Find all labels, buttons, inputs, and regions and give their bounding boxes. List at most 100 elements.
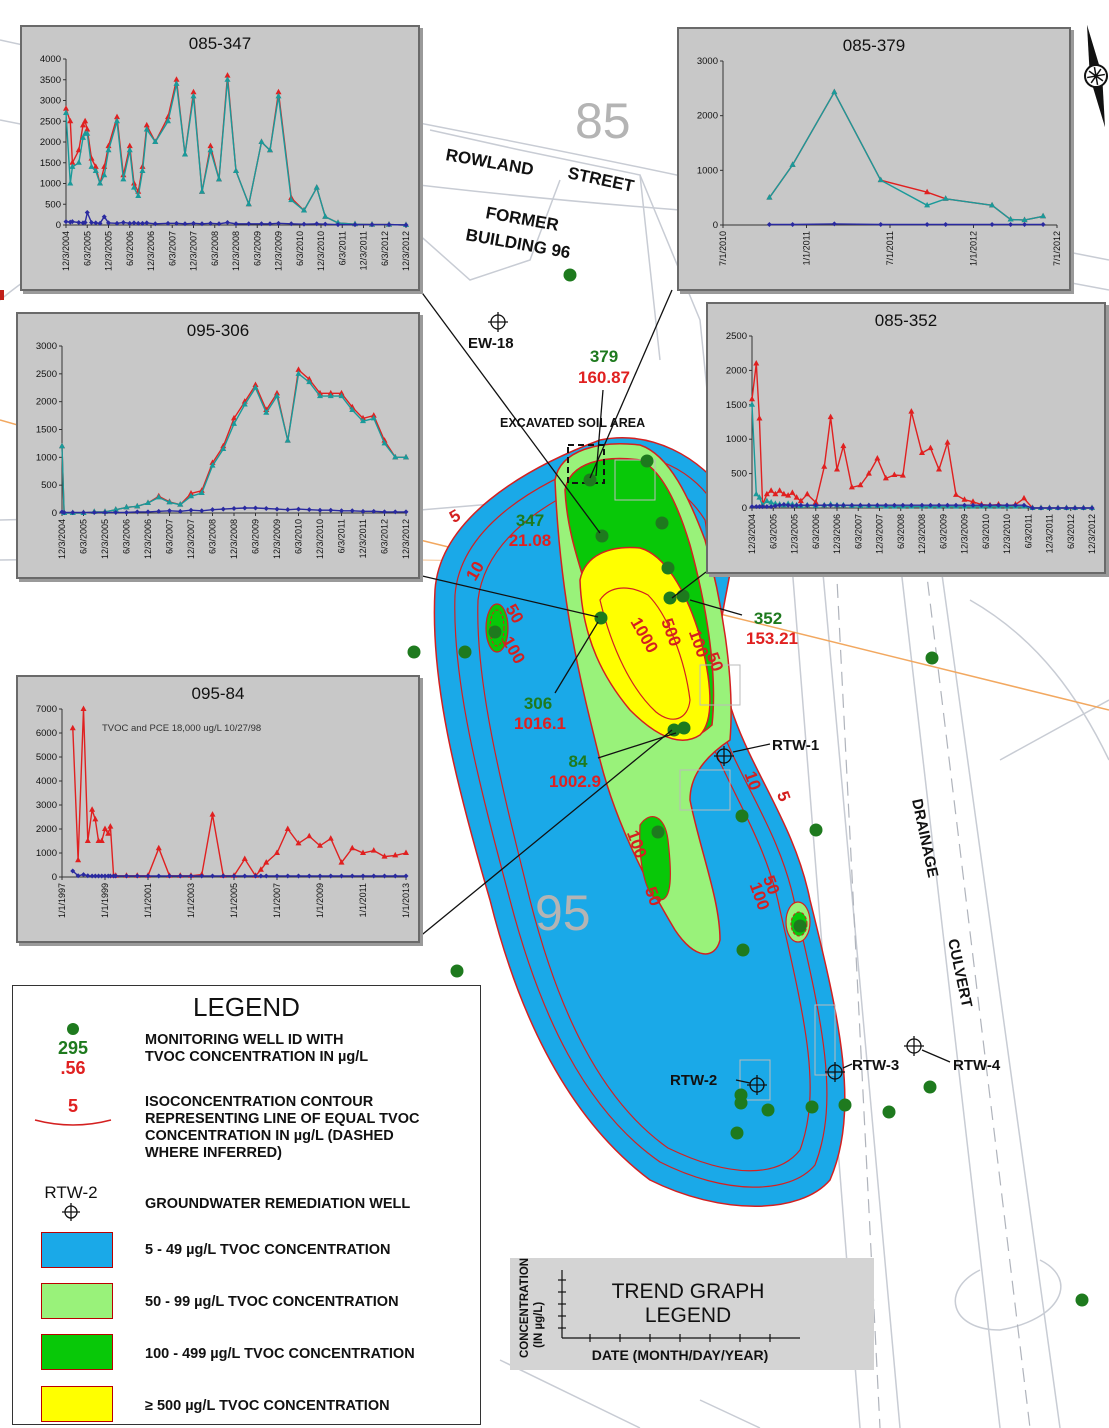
chart-085-347: 085-347 0 500 1000 1500 2000 2500 3000 3500 4000 1…	[20, 25, 420, 291]
y-tick-label: 0	[713, 220, 718, 231]
data-point	[749, 396, 755, 402]
data-point	[404, 874, 409, 879]
rtw-2-label: RTW-2	[670, 1072, 717, 1089]
y-tick-label: 3000	[697, 56, 718, 67]
x-tick-label: 12/3/2009	[274, 231, 284, 271]
data-point	[234, 221, 239, 226]
chart-085-352: 085-352 0 500 1000 1500 2000 2500 12/3/2004 6/3/…	[706, 302, 1106, 574]
x-tick-label: 12/3/2012	[1087, 514, 1097, 554]
data-point	[1022, 222, 1027, 227]
data-point	[200, 221, 205, 226]
x-tick-label: 1/1/1997	[57, 883, 67, 918]
data-point	[840, 443, 846, 449]
data-point	[221, 507, 226, 512]
data-point	[89, 155, 95, 161]
y-tick-label: 1000	[36, 848, 57, 859]
y-tick-label: 6000	[36, 728, 57, 739]
data-point	[275, 874, 280, 879]
data-point	[296, 507, 301, 512]
trend-graph-legend: CONCENTRATION (IN µg/L) TREND GRAPH LEGE…	[510, 1258, 874, 1370]
data-point	[210, 507, 215, 512]
data-point	[753, 491, 759, 497]
x-tick-label: 6/3/2006	[122, 519, 132, 554]
y-tick-label: 1000	[40, 179, 61, 190]
block-95-label: 95	[535, 885, 591, 941]
well-379-id: 379	[590, 347, 618, 366]
data-point	[246, 221, 251, 226]
y-tick-label: 2000	[40, 137, 61, 148]
series-line	[752, 364, 1092, 509]
data-point	[76, 159, 82, 165]
data-point	[928, 445, 934, 451]
trend-ylabel-2: (IN µg/L)	[533, 1302, 545, 1348]
x-tick-label: 1/1/2007	[272, 883, 282, 918]
well-347-value: 21.08	[509, 531, 552, 550]
chart-title: 085-379	[843, 36, 905, 55]
series-line	[62, 374, 406, 513]
data-point	[285, 874, 290, 879]
data-point	[1008, 216, 1014, 222]
data-point	[259, 139, 265, 145]
data-point	[85, 210, 90, 215]
y-tick-label: 4000	[36, 776, 57, 787]
chart-095-84-plot: 095-84 0 1000 2000 3000 4000 5000 6000 7000 1/1/1…	[18, 677, 418, 941]
data-point	[832, 221, 837, 226]
data-point	[289, 221, 294, 226]
x-tick-label: 12/3/2011	[358, 519, 368, 558]
well-306-id: 306	[524, 694, 552, 713]
data-point	[225, 220, 230, 225]
legend-range-4: ≥ 500 µg/L TVOC CONCENTRATION	[145, 1398, 390, 1415]
y-tick-label: 3000	[36, 800, 57, 811]
data-point	[216, 176, 222, 182]
data-point	[307, 874, 312, 879]
x-tick-label: 12/3/2009	[960, 514, 970, 554]
data-point	[777, 487, 783, 493]
y-tick-label: 1000	[36, 452, 57, 463]
data-point	[753, 360, 759, 366]
data-point	[217, 221, 222, 226]
x-tick-label: 12/3/2008	[229, 519, 239, 559]
rtw-1-label: RTW-1	[772, 737, 819, 754]
data-point	[89, 806, 95, 812]
x-tick-label: 12/3/2011	[359, 231, 369, 270]
chart-095-306-plot: 095-306 0 500 1000 1500 2000 2500 3000 12/3/2004…	[18, 314, 418, 577]
data-point	[804, 491, 810, 497]
x-tick-label: 6/3/2011	[337, 231, 347, 265]
chart-085-352-plot: 085-3520500100015002000250012/3/2004 6/3/…	[708, 304, 1104, 572]
series-line	[769, 92, 1043, 220]
x-tick-label: 6/3/2010	[294, 519, 304, 554]
series-line	[66, 76, 406, 225]
x-tick-label: 6/3/2012	[380, 519, 390, 554]
y-tick-label: 1500	[36, 425, 57, 436]
data-point	[146, 509, 151, 514]
chart-095-84: 095-84 0 1000 2000 3000 4000 5000 6000 7000 1/1/1…	[16, 675, 420, 943]
data-point	[874, 455, 880, 461]
data-point	[285, 507, 290, 512]
data-point	[834, 466, 840, 472]
x-tick-label: 12/3/2004	[747, 514, 757, 554]
y-tick-label: 3000	[36, 341, 57, 352]
x-tick-label: 6/3/2006	[125, 231, 135, 266]
x-tick-label: 1/1/1999	[100, 883, 110, 918]
x-tick-label: 6/3/2005	[79, 519, 89, 554]
data-point	[107, 823, 113, 829]
legend-swatch-100-499	[41, 1334, 113, 1370]
y-tick-label: 0	[52, 508, 57, 519]
x-tick-label: 7/1/2011	[885, 231, 895, 265]
data-point	[220, 445, 226, 451]
x-tick-label: 6/3/2009	[251, 519, 261, 554]
series-line	[769, 224, 1043, 225]
data-point	[789, 489, 795, 495]
x-tick-label: 1/1/2001	[143, 883, 153, 918]
x-tick-label: 12/3/2005	[790, 514, 800, 554]
x-tick-label: 12/3/2006	[146, 231, 156, 271]
x-tick-label: 1/1/2011	[802, 231, 812, 265]
x-tick-label: 6/3/2012	[380, 231, 390, 266]
data-point	[328, 835, 334, 841]
data-point	[353, 222, 358, 227]
data-point	[371, 847, 377, 853]
data-point	[393, 509, 398, 514]
legend-title: LEGEND	[13, 992, 480, 1023]
x-tick-label: 12/3/2006	[143, 519, 153, 559]
data-point	[242, 874, 247, 879]
